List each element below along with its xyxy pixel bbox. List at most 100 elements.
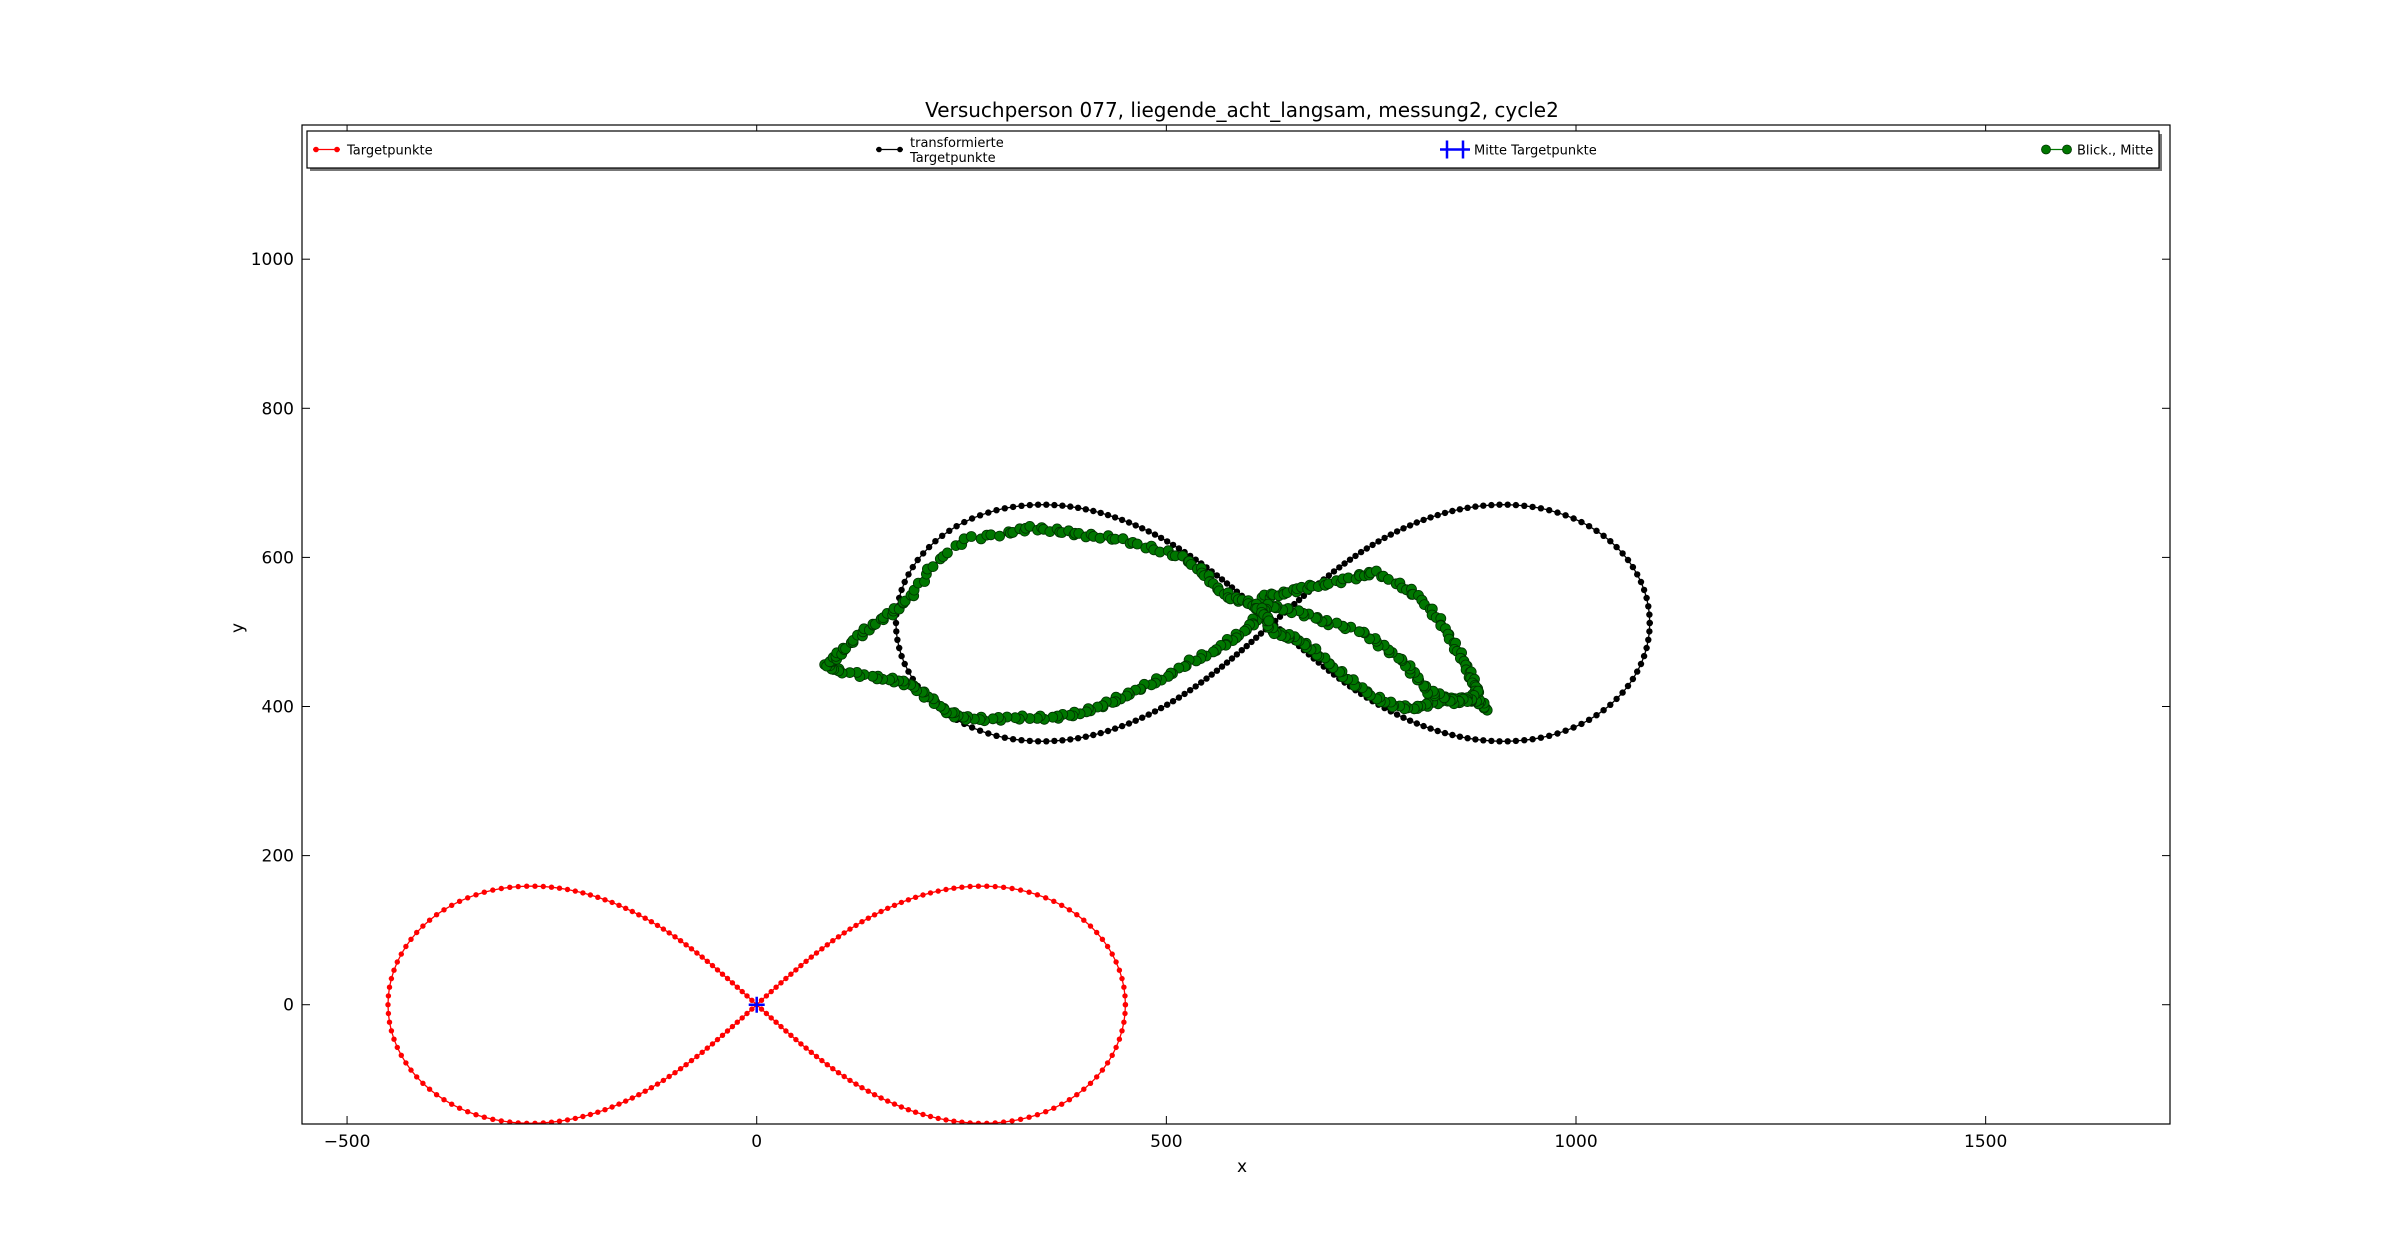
target-point [1087,923,1094,929]
transformed-target-point [1646,628,1653,635]
transformed-target-point [1613,543,1620,551]
target-point [798,1041,804,1047]
transformed-target-point [1456,733,1464,740]
target-point [1009,1118,1015,1124]
transformed-target-point [1381,534,1388,542]
target-point [819,946,825,952]
target-point [935,1115,941,1122]
gaze-point [994,530,1005,542]
y-tick-label: 400 [262,698,294,718]
y-tick-label: 600 [262,548,294,568]
transformed-target-point [985,730,992,737]
transformed-target-point [1104,727,1112,735]
transformed-target-point [892,619,900,627]
transformed-target-point [1059,502,1066,509]
target-point [465,895,471,901]
target-point [414,1074,420,1080]
transformed-target-point [1059,737,1066,744]
transformed-target-point [1496,501,1503,508]
target-point [391,1036,397,1042]
transformed-target-point [1449,507,1456,515]
target-point [540,883,546,890]
transformed-target-point [914,556,921,564]
transformed-target-point [1537,505,1545,512]
transformed-target-point [1336,564,1343,571]
target-point [660,926,667,932]
transformed-target-point [1357,548,1365,556]
transformed-target-point [1043,738,1050,745]
target-point [532,883,538,889]
transformed-target-point [901,660,908,668]
center-marker [748,996,765,1013]
transformed-target-point [1104,511,1112,519]
transformed-target-point [1488,737,1495,745]
y-axis-label: y [228,623,248,633]
transformed-target-point [1034,738,1042,745]
transformed-target-point [1504,501,1511,508]
target-point [449,1101,455,1107]
target-point [788,1032,794,1039]
target-point [408,1067,414,1073]
target-point [414,929,420,936]
transformed-target-point [1406,522,1414,529]
target-point [1099,936,1106,942]
transformed-target-point [1157,704,1165,712]
target-point [871,1092,878,1098]
target-point [859,919,865,925]
target-point [920,892,926,898]
target-point [927,890,934,896]
transformed-target-point [1090,731,1097,739]
target-point [841,1073,847,1080]
transformed-target-point [1643,644,1650,652]
target-point [992,1120,998,1124]
target-point [1034,892,1041,898]
target-point [967,1120,973,1124]
gaze-point [927,561,939,572]
target-point [441,1097,447,1103]
target-point [734,1019,740,1025]
transformed-target-point [1090,507,1097,515]
transformed-target-point [1406,717,1414,724]
transformed-target-point [961,518,968,526]
target-point [507,884,513,890]
target-point [959,884,965,890]
target-series [385,883,1129,1124]
center-series [748,996,765,1013]
chart-title: Versuchperson 077, liegende_acht_langsam… [925,98,1559,122]
transformed-target-point [1634,668,1641,675]
transformed-target-point [1646,611,1653,618]
transformed-target-point [1018,737,1025,744]
transformed-target-point [1504,738,1511,745]
target-point [388,975,395,982]
transformed-target-point [898,586,905,594]
target-point [1034,1112,1041,1118]
target-point [739,988,745,995]
transformed-target-point [1125,720,1133,727]
transformed-target-point [1151,531,1159,538]
target-point [636,1092,642,1098]
target-point [749,997,755,1003]
target-point [572,888,578,894]
target-point [819,1057,825,1064]
target-point [1059,1101,1065,1107]
target-point [885,1098,891,1104]
transformed-target-point [905,571,912,578]
target-point [824,942,830,948]
transformed-target-point [1213,572,1221,579]
legend-label: Mitte Targetpunkte [1474,144,1597,159]
target-point [660,1077,667,1084]
target-point [524,883,530,889]
legend-marker [897,146,903,153]
transformed-target-point [1067,503,1074,510]
target-point [1113,1044,1119,1051]
target-point [734,984,740,990]
target-point [1094,1074,1100,1080]
transformed-target-point [1018,502,1025,509]
transformed-target-point [1034,501,1042,508]
transformed-target-point [1413,519,1421,526]
target-point [803,958,809,964]
legend-entry: Mitte Targetpunkte [1440,140,1597,159]
legend-label: Blick., Mitte [2077,144,2153,159]
target-point [595,1109,601,1115]
y-tick-label: 1000 [251,250,294,270]
